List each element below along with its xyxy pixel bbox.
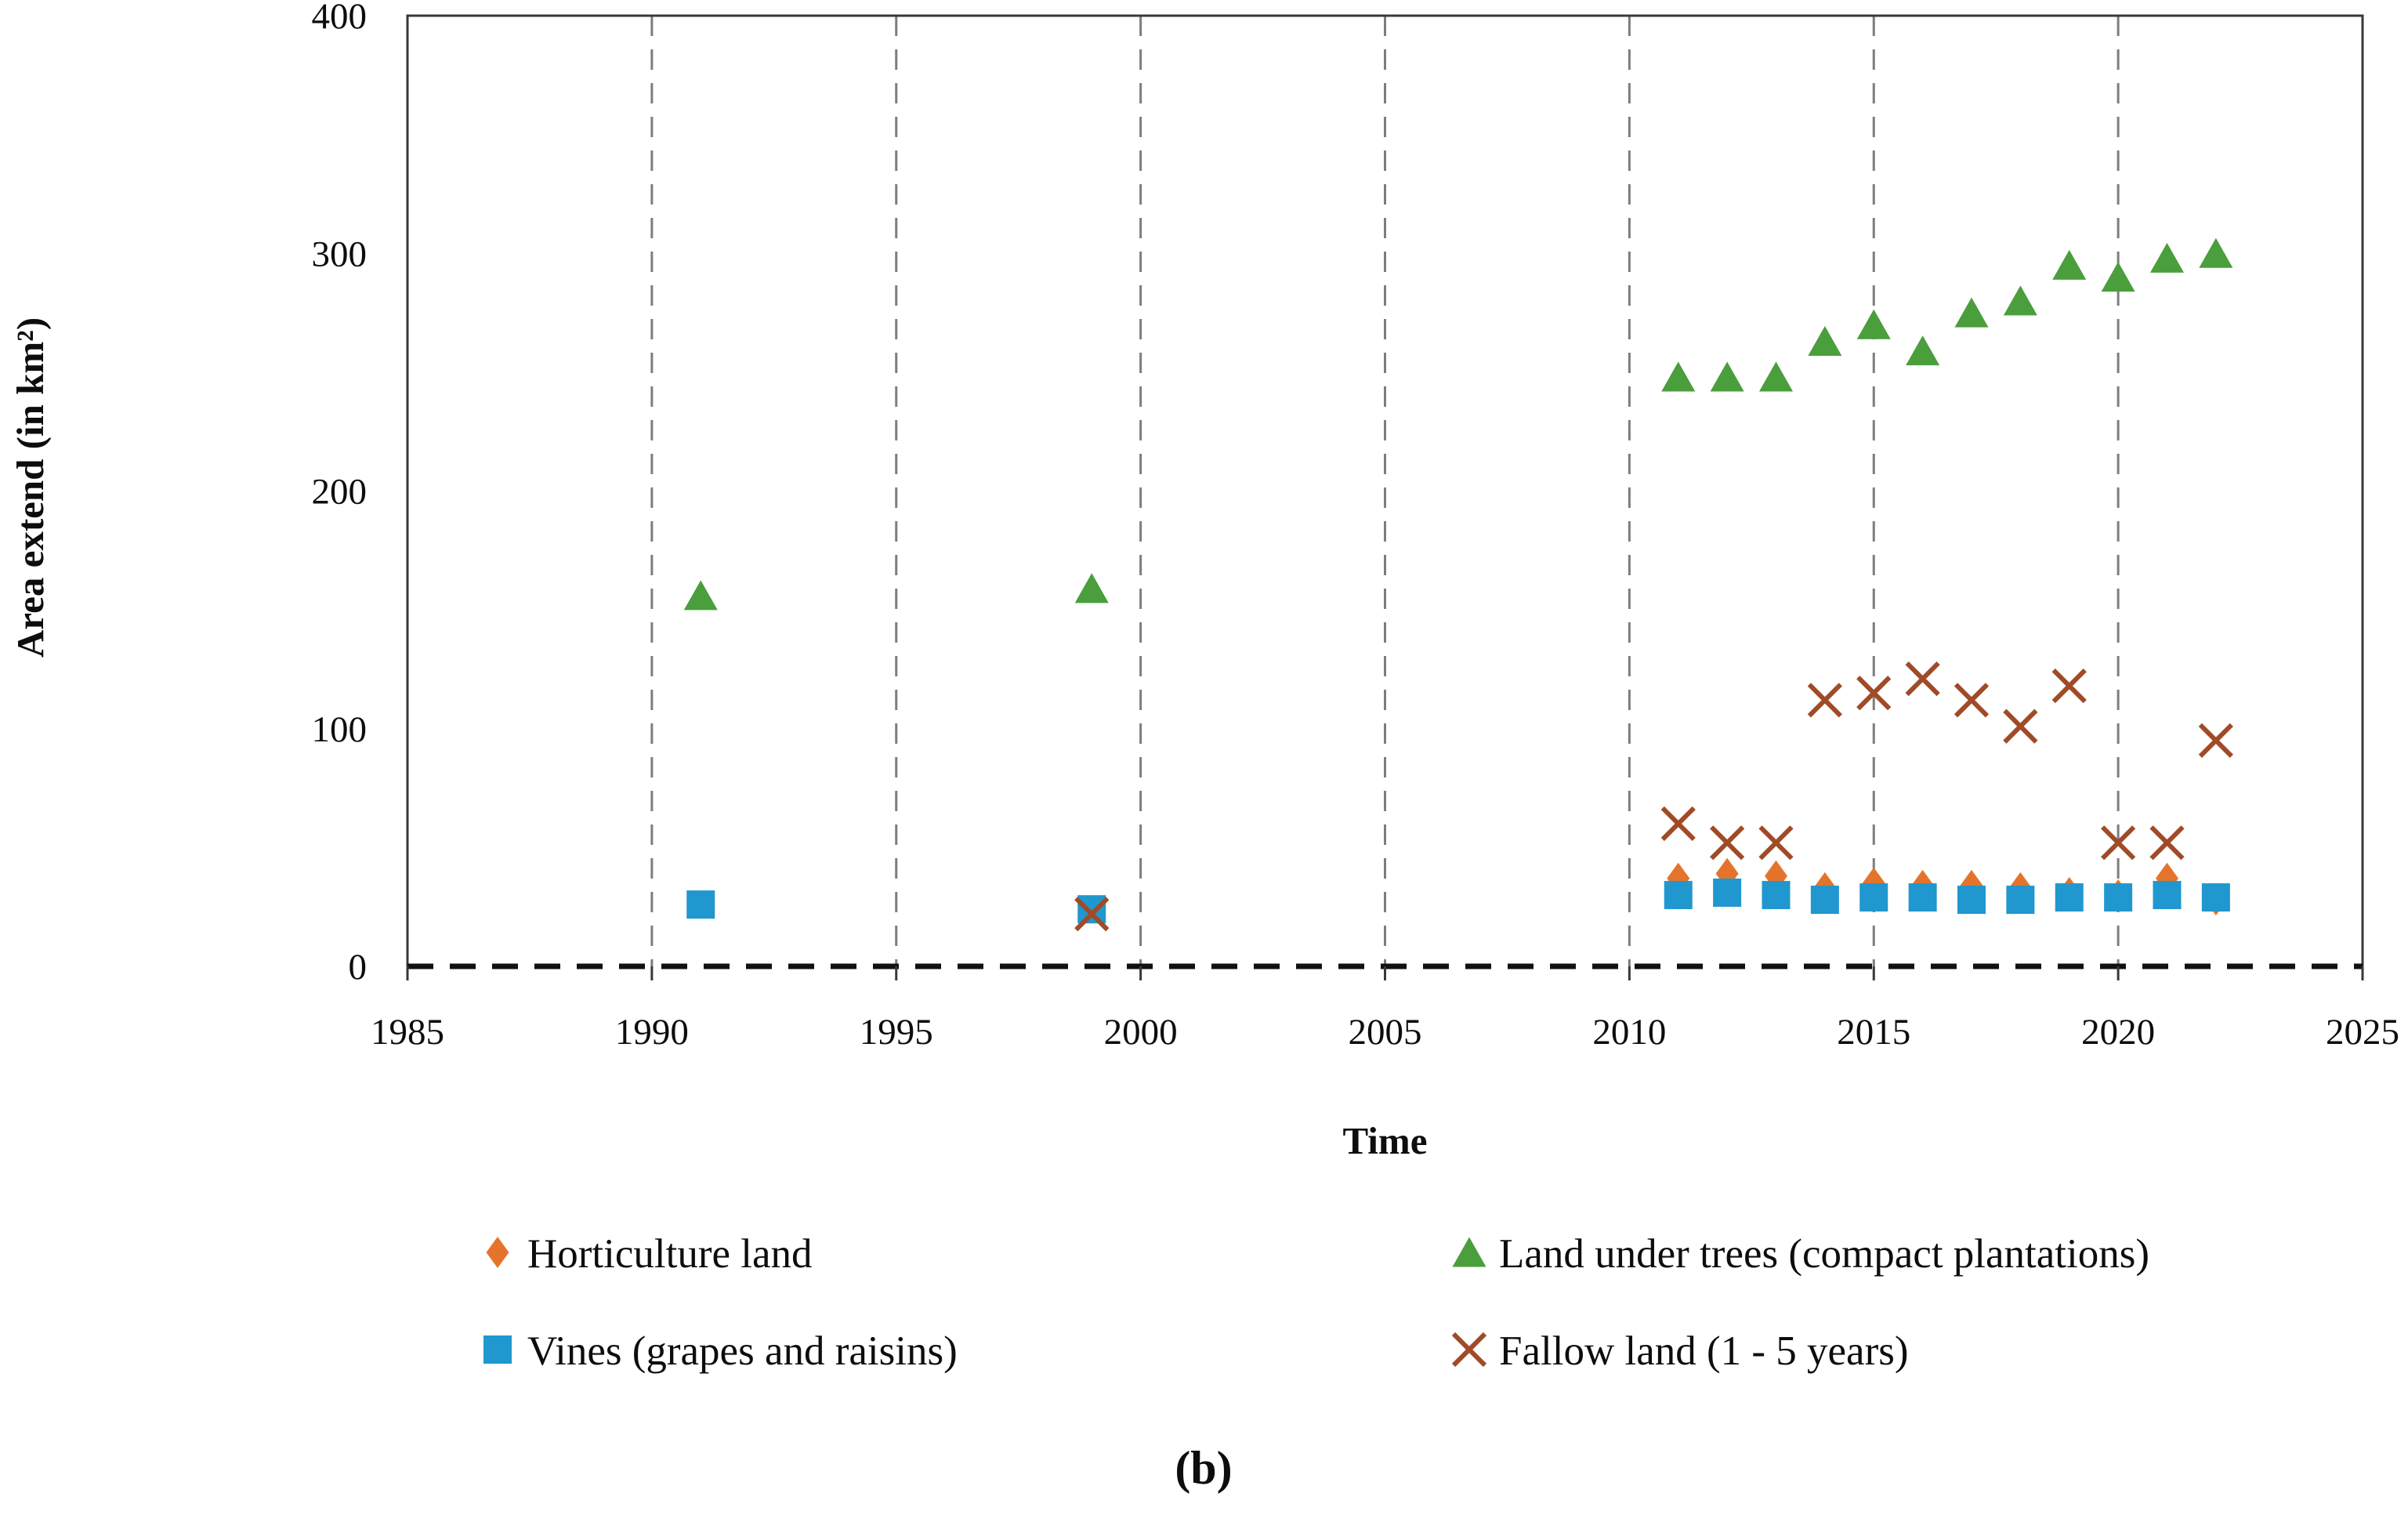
data-point-marker — [686, 890, 715, 919]
x-tick-label: 2015 — [1837, 1012, 1910, 1053]
data-point-marker — [1908, 883, 1937, 912]
data-point-marker — [1758, 825, 1794, 861]
data-point-marker — [1661, 361, 1696, 392]
legend-item: Vines (grapes and raisins) — [483, 1328, 958, 1374]
legend-item-label: Fallow land (1 - 5 years) — [1499, 1328, 1909, 1374]
y-tick-label: 400 — [312, 0, 368, 37]
data-point-marker — [2104, 883, 2133, 912]
data-point-marker — [1074, 573, 1109, 603]
legend-square-icon — [483, 1335, 512, 1364]
data-points-layer — [683, 237, 2234, 932]
axis-tick-labels: 1985 1990 1995 2000 2005 2010 2015 2020 2025 0 100… — [312, 0, 2400, 1053]
panel-caption: (b) — [1175, 1442, 1232, 1494]
data-point-marker — [683, 580, 718, 611]
data-point-marker — [1856, 309, 1891, 339]
data-point-marker — [1954, 683, 1990, 718]
data-point-marker — [2201, 883, 2230, 912]
data-point-marker — [1074, 897, 1110, 932]
data-point-marker — [1859, 883, 1888, 912]
series-x — [1074, 661, 2234, 932]
x-tick-label: 2000 — [1104, 1012, 1178, 1053]
legend-item: Land under trees (compact plantations) — [1452, 1231, 2149, 1277]
gridlines-layer — [650, 16, 2120, 966]
data-point-marker — [1856, 676, 1892, 711]
data-point-marker — [1762, 881, 1791, 910]
data-point-marker — [1077, 895, 1106, 924]
series-triangle — [683, 237, 2233, 611]
legend-item-label: Vines (grapes and raisins) — [527, 1328, 958, 1374]
y-tick-label: 200 — [312, 472, 368, 513]
legend-item-label: Land under trees (compact plantations) — [1499, 1231, 2149, 1277]
data-point-marker — [1905, 661, 1940, 697]
x-tick-label: 2010 — [1592, 1012, 1666, 1053]
legend-item: Horticulture land — [486, 1231, 813, 1277]
x-axis-title: Time — [1343, 1119, 1428, 1162]
y-axis-title: Area extend (in km²) — [9, 317, 52, 658]
data-point-marker — [1710, 361, 1744, 392]
x-tick-label: 1990 — [615, 1012, 689, 1053]
data-point-marker — [1660, 806, 1696, 842]
data-point-marker — [1710, 825, 1745, 861]
data-point-marker — [1808, 325, 1842, 356]
x-tick-label: 2020 — [2081, 1012, 2155, 1053]
x-tick-label: 1995 — [860, 1012, 933, 1053]
data-point-marker — [1810, 886, 1839, 915]
y-tick-label: 100 — [312, 709, 368, 750]
data-point-marker — [2199, 237, 2233, 268]
legend-triangle-icon — [1452, 1237, 1486, 1267]
axis-ticks — [406, 966, 2364, 980]
data-point-marker — [2003, 285, 2037, 316]
x-tick-label: 1985 — [371, 1012, 444, 1053]
data-point-marker — [2150, 242, 2184, 273]
data-point-marker — [2003, 708, 2038, 744]
data-point-marker — [2101, 262, 2135, 292]
x-tick-label: 2005 — [1349, 1012, 1422, 1053]
legend-x-icon — [1451, 1332, 1487, 1368]
data-point-marker — [2006, 886, 2035, 915]
y-tick-label: 300 — [312, 234, 368, 274]
data-point-marker — [2052, 249, 2087, 280]
legend-item-label: Horticulture land — [527, 1231, 813, 1277]
y-tick-label: 0 — [349, 947, 368, 987]
plot-border — [406, 14, 2364, 966]
data-point-marker — [2051, 669, 2087, 704]
data-point-marker — [1957, 886, 1986, 915]
chart-legend: Horticulture land Land under trees (compa… — [483, 1231, 2149, 1374]
data-point-marker — [2198, 723, 2234, 759]
data-point-marker — [1807, 683, 1843, 718]
data-point-marker — [1759, 361, 1793, 392]
x-tick-label: 2025 — [2326, 1012, 2399, 1053]
data-point-marker — [1664, 881, 1693, 910]
axis-titles: Time Area extend (in km²) — [9, 317, 1427, 1162]
series-diamond — [1667, 857, 2228, 916]
legend-item: Fallow land (1 - 5 years) — [1451, 1328, 1909, 1374]
data-point-marker — [2055, 883, 2084, 912]
data-point-marker — [1906, 335, 1940, 366]
figure-caption: (b) — [1175, 1442, 1232, 1494]
legend-diamond-icon — [486, 1237, 509, 1268]
data-point-marker — [2149, 825, 2185, 861]
series-square — [686, 878, 2230, 924]
data-point-marker — [1954, 297, 1989, 328]
data-point-marker — [2101, 825, 2136, 861]
data-point-marker — [2153, 881, 2182, 910]
data-point-marker — [1713, 878, 1742, 907]
